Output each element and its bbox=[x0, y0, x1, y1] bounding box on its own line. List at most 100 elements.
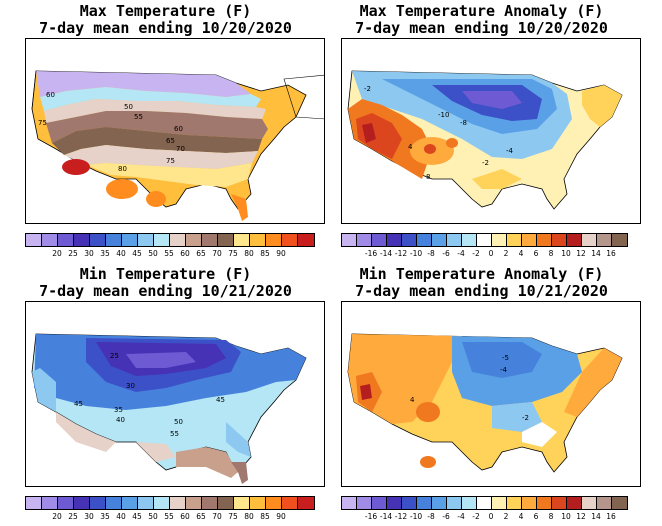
colorbar-tick-label: 30 bbox=[84, 512, 94, 521]
panel-title: Min Temperature Anomaly (F) bbox=[359, 265, 604, 283]
contour-label: 40 bbox=[116, 416, 125, 424]
colorbar-swatch bbox=[26, 497, 42, 509]
colorbar-tick-label: 8 bbox=[548, 249, 554, 258]
colorbar-swatch bbox=[357, 234, 372, 246]
panel-subtitle: 7-day mean ending 10/21/2020 bbox=[39, 282, 292, 300]
panel-subtitle: 7-day mean ending 10/21/2020 bbox=[355, 282, 608, 300]
colorbar-tick-label: -10 bbox=[409, 512, 423, 521]
colorbar-tick-label: 75 bbox=[228, 512, 238, 521]
contour-label: 65 bbox=[166, 137, 175, 145]
colorbar-swatch bbox=[387, 497, 402, 509]
colorbar-tick-label: 60 bbox=[180, 512, 190, 521]
colorbar-tick-label: 20 bbox=[52, 512, 62, 521]
colorbar-swatch bbox=[612, 234, 627, 246]
colorbar-swatch bbox=[372, 234, 387, 246]
colorbar-ticks: -16 -14 -12 -10 -8 -6 -4 -2 0 2 4 6 8 10 12 14 16 bbox=[341, 512, 641, 522]
colorbar-swatch bbox=[552, 234, 567, 246]
colorbar-tick-label: 65 bbox=[196, 512, 206, 521]
contour-label: 35 bbox=[114, 406, 123, 414]
colorbar-tick-label: 80 bbox=[244, 512, 254, 521]
colorbar-swatch bbox=[250, 234, 266, 246]
colorbar-tick-label: -4 bbox=[457, 249, 465, 258]
colorbar-swatch bbox=[372, 497, 387, 509]
colorbar-swatch bbox=[432, 234, 447, 246]
contour-label: 30 bbox=[126, 382, 135, 390]
colorbar-swatch bbox=[432, 497, 447, 509]
colorbar-swatch bbox=[122, 497, 138, 509]
map-frame: -5 -4 -2 4 bbox=[341, 301, 641, 487]
panel-subtitle: 7-day mean ending 10/20/2020 bbox=[39, 19, 292, 37]
colorbar-swatch bbox=[357, 497, 372, 509]
colorbar-swatch bbox=[90, 234, 106, 246]
colorbar-swatch bbox=[522, 234, 537, 246]
contour-label: 80 bbox=[118, 165, 127, 173]
colorbar-swatch bbox=[567, 234, 582, 246]
colorbar-swatch bbox=[402, 497, 417, 509]
colorbar-tick-label: 40 bbox=[116, 249, 126, 258]
colorbar bbox=[341, 233, 628, 247]
panel-title: Max Temperature Anomaly (F) bbox=[359, 2, 604, 20]
colorbar-swatch bbox=[26, 234, 42, 246]
colorbar-tick-label: 35 bbox=[100, 512, 110, 521]
colorbar-swatch bbox=[186, 234, 202, 246]
colorbar-tick-label: 14 bbox=[591, 249, 601, 258]
contour-label: -4 bbox=[506, 147, 514, 155]
colorbar-tick-label: 90 bbox=[276, 512, 286, 521]
colorbar-swatch bbox=[202, 234, 218, 246]
colorbar-swatch bbox=[106, 497, 122, 509]
colorbar-ticks: 20 25 30 35 40 45 50 55 60 65 70 75 80 85 90 bbox=[25, 249, 325, 259]
colorbar-swatch bbox=[402, 234, 417, 246]
colorbar-swatch bbox=[582, 497, 597, 509]
colorbar-swatch bbox=[42, 234, 58, 246]
contour-label: 8 bbox=[426, 173, 430, 181]
colorbar-tick-label: 10 bbox=[561, 249, 571, 258]
colorbar-swatch bbox=[492, 497, 507, 509]
min-temp-anomaly-panel: Min Temperature Anomaly (F) 7-day mean e… bbox=[316, 263, 647, 526]
min-temp-panel: Min Temperature (F) 7-day mean ending 10… bbox=[0, 263, 331, 526]
max-temp-anomaly-panel: Max Temperature Anomaly (F) 7-day mean e… bbox=[316, 0, 647, 263]
contour-label: -2 bbox=[364, 85, 371, 93]
contour-label: 55 bbox=[170, 430, 179, 438]
colorbar-tick-label: 60 bbox=[180, 249, 190, 258]
contour-label: 4 bbox=[410, 396, 415, 404]
colorbar-swatch bbox=[74, 497, 90, 509]
contour-label: 50 bbox=[124, 103, 133, 111]
map-frame: 25 30 35 40 45 45 50 55 bbox=[25, 301, 325, 487]
contour-label: 75 bbox=[38, 119, 47, 127]
contour-label: 45 bbox=[74, 400, 83, 408]
colorbar-tick-label: 70 bbox=[212, 512, 222, 521]
colorbar-swatch bbox=[42, 497, 58, 509]
max-temp-panel: Max Temperature (F) 7-day mean ending 10… bbox=[0, 0, 331, 263]
colorbar-swatch bbox=[154, 234, 170, 246]
colorbar-swatch bbox=[597, 497, 612, 509]
colorbar-tick-label: 45 bbox=[132, 512, 142, 521]
contour-label: 55 bbox=[134, 113, 143, 121]
colorbar-swatch bbox=[447, 497, 462, 509]
colorbar-swatch bbox=[492, 234, 507, 246]
colorbar-tick-label: -16 bbox=[364, 249, 378, 258]
contour-label: 60 bbox=[46, 91, 55, 99]
contour-label: -10 bbox=[438, 111, 449, 119]
colorbar-tick-label: 12 bbox=[576, 249, 586, 258]
colorbar-swatch bbox=[250, 497, 266, 509]
colorbar-tick-label: 12 bbox=[576, 512, 586, 521]
colorbar-tick-label: -4 bbox=[457, 512, 465, 521]
colorbar-tick-label: 55 bbox=[164, 512, 174, 521]
colorbar-tick-label: 25 bbox=[68, 249, 78, 258]
colorbar-swatch bbox=[612, 497, 627, 509]
colorbar-swatch bbox=[447, 234, 462, 246]
colorbar-tick-label: -14 bbox=[379, 512, 393, 521]
colorbar-tick-label: 10 bbox=[561, 512, 571, 521]
colorbar-tick-label: 0 bbox=[488, 512, 494, 521]
colorbar-swatch bbox=[234, 497, 250, 509]
contour-label: -2 bbox=[522, 414, 529, 422]
colorbar-tick-label: 8 bbox=[548, 512, 554, 521]
colorbar-tick-label: 65 bbox=[196, 249, 206, 258]
colorbar-tick-label: -14 bbox=[379, 249, 393, 258]
colorbar-swatch bbox=[552, 497, 567, 509]
colorbar-tick-label: 75 bbox=[228, 249, 238, 258]
colorbar-tick-label: 80 bbox=[244, 249, 254, 258]
colorbar-swatch bbox=[218, 234, 234, 246]
colorbar-swatch bbox=[342, 234, 357, 246]
colorbar-swatch bbox=[266, 497, 282, 509]
